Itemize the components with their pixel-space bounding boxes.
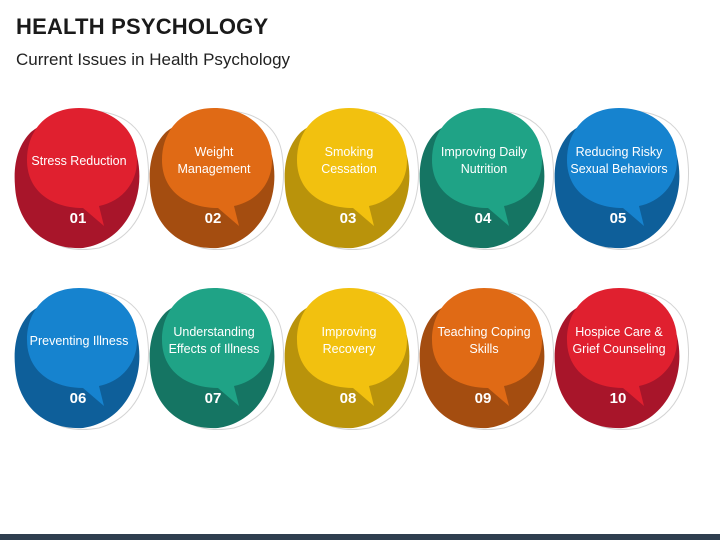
speech-bubble-icon	[14, 108, 149, 250]
issue-label: Smoking Cessation	[321, 145, 377, 176]
issue-card-09: Teaching Coping Skills 09	[418, 282, 558, 432]
speech-bubble-icon	[419, 108, 554, 250]
page-subtitle: Current Issues in Health Psychology	[16, 50, 291, 69]
issue-label: Improving Recovery	[321, 325, 377, 356]
issue-label: Teaching Coping Skills	[437, 325, 531, 356]
issue-label: Improving Daily Nutrition	[440, 145, 528, 176]
speech-bubble-icon	[284, 288, 419, 430]
issue-number: 08	[339, 390, 357, 407]
issue-number: 09	[474, 390, 492, 407]
issue-card-08: Improving Recovery 08	[283, 282, 423, 432]
issue-number: 05	[609, 210, 627, 227]
issue-number: 03	[339, 210, 357, 227]
speech-bubble-icon	[554, 288, 689, 430]
issue-card-03: Smoking Cessation 03	[283, 102, 423, 252]
footer-bar	[0, 534, 720, 540]
issue-label: Stress Reduction	[31, 153, 127, 168]
issue-label: Understanding Effects of Illness	[168, 325, 260, 356]
issue-label: Weight Management	[177, 145, 251, 176]
issue-card-05: Reducing Risky Sexual Behaviors 05	[553, 102, 693, 252]
issue-number: 01	[69, 210, 87, 227]
issue-card-02: Weight Management 02	[148, 102, 288, 252]
issue-number: 07	[204, 390, 222, 407]
issue-label: Hospice Care & Grief Counseling	[572, 325, 666, 356]
issue-card-06: Preventing Illness 06	[13, 282, 153, 432]
issue-number: 10	[609, 390, 627, 407]
speech-bubble-icon	[284, 108, 419, 250]
issue-number: 02	[204, 210, 222, 227]
issue-card-01: Stress Reduction 01	[13, 102, 153, 252]
speech-bubble-icon	[14, 288, 149, 430]
issue-number: 04	[474, 210, 492, 227]
speech-bubble-icon	[149, 288, 284, 430]
speech-bubble-icon	[419, 288, 554, 430]
issue-card-10: Hospice Care & Grief Counseling 10	[553, 282, 693, 432]
issue-label: Reducing Risky Sexual Behaviors	[570, 145, 668, 176]
issue-number: 06	[69, 390, 87, 407]
issue-label: Preventing Illness	[29, 333, 129, 348]
speech-bubble-icon	[149, 108, 284, 250]
page-title: HEALTH PSYCHOLOGY	[16, 14, 269, 39]
issue-card-04: Improving Daily Nutrition 04	[418, 102, 558, 252]
speech-bubble-icon	[554, 108, 689, 250]
issue-card-07: Understanding Effects of Illness 07	[148, 282, 288, 432]
